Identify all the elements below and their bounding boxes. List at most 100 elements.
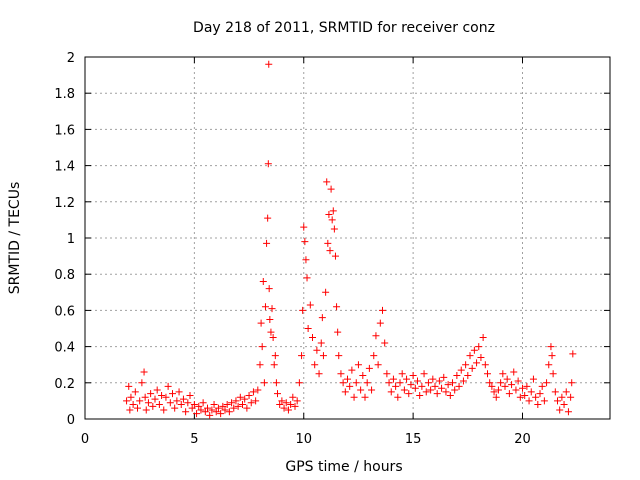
data-point [131, 388, 139, 396]
data-point [418, 382, 426, 390]
data-point [548, 352, 556, 360]
data-point [232, 397, 240, 405]
data-point [383, 370, 391, 378]
data-point [188, 404, 196, 412]
data-point [497, 379, 505, 387]
data-point [521, 391, 529, 399]
data-point [400, 386, 408, 394]
data-point [278, 397, 286, 405]
data-point [492, 393, 500, 401]
data-point [319, 352, 327, 360]
data-point [155, 401, 163, 409]
data-point [523, 382, 531, 390]
data-point [475, 343, 483, 351]
data-point [254, 386, 262, 394]
data-point [363, 379, 371, 387]
data-point [473, 359, 481, 367]
data-point [239, 401, 246, 409]
data-point [560, 401, 568, 409]
data-point [370, 352, 378, 360]
data-point [549, 370, 557, 378]
data-point [190, 401, 198, 409]
data-point [392, 382, 400, 390]
data-point [228, 399, 236, 407]
data-point [486, 379, 494, 387]
x-tick-label: 0 [81, 432, 89, 447]
grid-lines [85, 57, 610, 419]
data-point [341, 388, 349, 396]
data-point [435, 377, 443, 385]
data-point [501, 382, 509, 390]
data-point [462, 361, 470, 369]
data-point [396, 379, 404, 387]
data-point [179, 395, 187, 403]
data-point [177, 401, 185, 409]
data-point [330, 225, 338, 233]
y-tick-label: 1.8 [54, 87, 75, 102]
data-point [333, 303, 341, 311]
data-point [311, 361, 319, 369]
data-point [444, 381, 452, 389]
data-point [538, 382, 546, 390]
data-point [138, 379, 146, 387]
data-point [379, 306, 386, 314]
data-point [169, 390, 176, 398]
data-point [529, 375, 537, 383]
data-point [562, 388, 570, 396]
data-point [337, 370, 345, 378]
data-point [323, 178, 331, 186]
data-point [123, 397, 131, 405]
x-axis-title: GPS time / hours [285, 459, 402, 475]
data-point [249, 388, 257, 396]
data-point [446, 391, 454, 399]
data-point [315, 370, 323, 378]
data-point [272, 379, 280, 387]
data-point [551, 388, 559, 396]
data-point [543, 379, 551, 387]
y-tick-label: 1 [67, 232, 75, 247]
data-point [414, 377, 421, 385]
data-point [331, 252, 339, 260]
data-point [214, 404, 222, 412]
data-point [263, 239, 271, 247]
data-point [325, 210, 333, 218]
data-point [184, 399, 192, 407]
data-point [440, 373, 448, 381]
x-tick-label: 15 [405, 432, 422, 447]
data-point [267, 328, 275, 336]
data-point [484, 370, 491, 378]
data-point [265, 285, 273, 293]
y-tick-label: 0.4 [54, 341, 75, 356]
data-point [329, 207, 337, 215]
data-point [252, 397, 260, 405]
data-point [567, 393, 575, 401]
data-point [394, 393, 402, 401]
data-point [416, 391, 424, 399]
data-point [274, 390, 281, 398]
data-point [354, 361, 362, 369]
data-point [197, 406, 205, 414]
data-point [301, 238, 309, 246]
data-point [339, 379, 347, 387]
data-point [431, 382, 439, 390]
data-point [357, 386, 365, 394]
y-tick-label: 1.6 [54, 123, 75, 138]
data-point [303, 274, 311, 282]
data-point [554, 397, 561, 405]
data-point [525, 397, 533, 405]
data-point [270, 361, 278, 369]
data-point [510, 368, 518, 376]
data-point [212, 408, 220, 416]
data-point [230, 404, 238, 412]
data-point [256, 361, 264, 369]
data-point [470, 346, 478, 354]
y-tick-label: 0.2 [54, 377, 75, 392]
data-point [268, 305, 276, 313]
data-point [449, 379, 456, 387]
data-point [199, 399, 207, 407]
data-point [126, 406, 134, 414]
data-point [125, 382, 133, 390]
data-point [545, 361, 553, 369]
data-point [466, 352, 474, 360]
